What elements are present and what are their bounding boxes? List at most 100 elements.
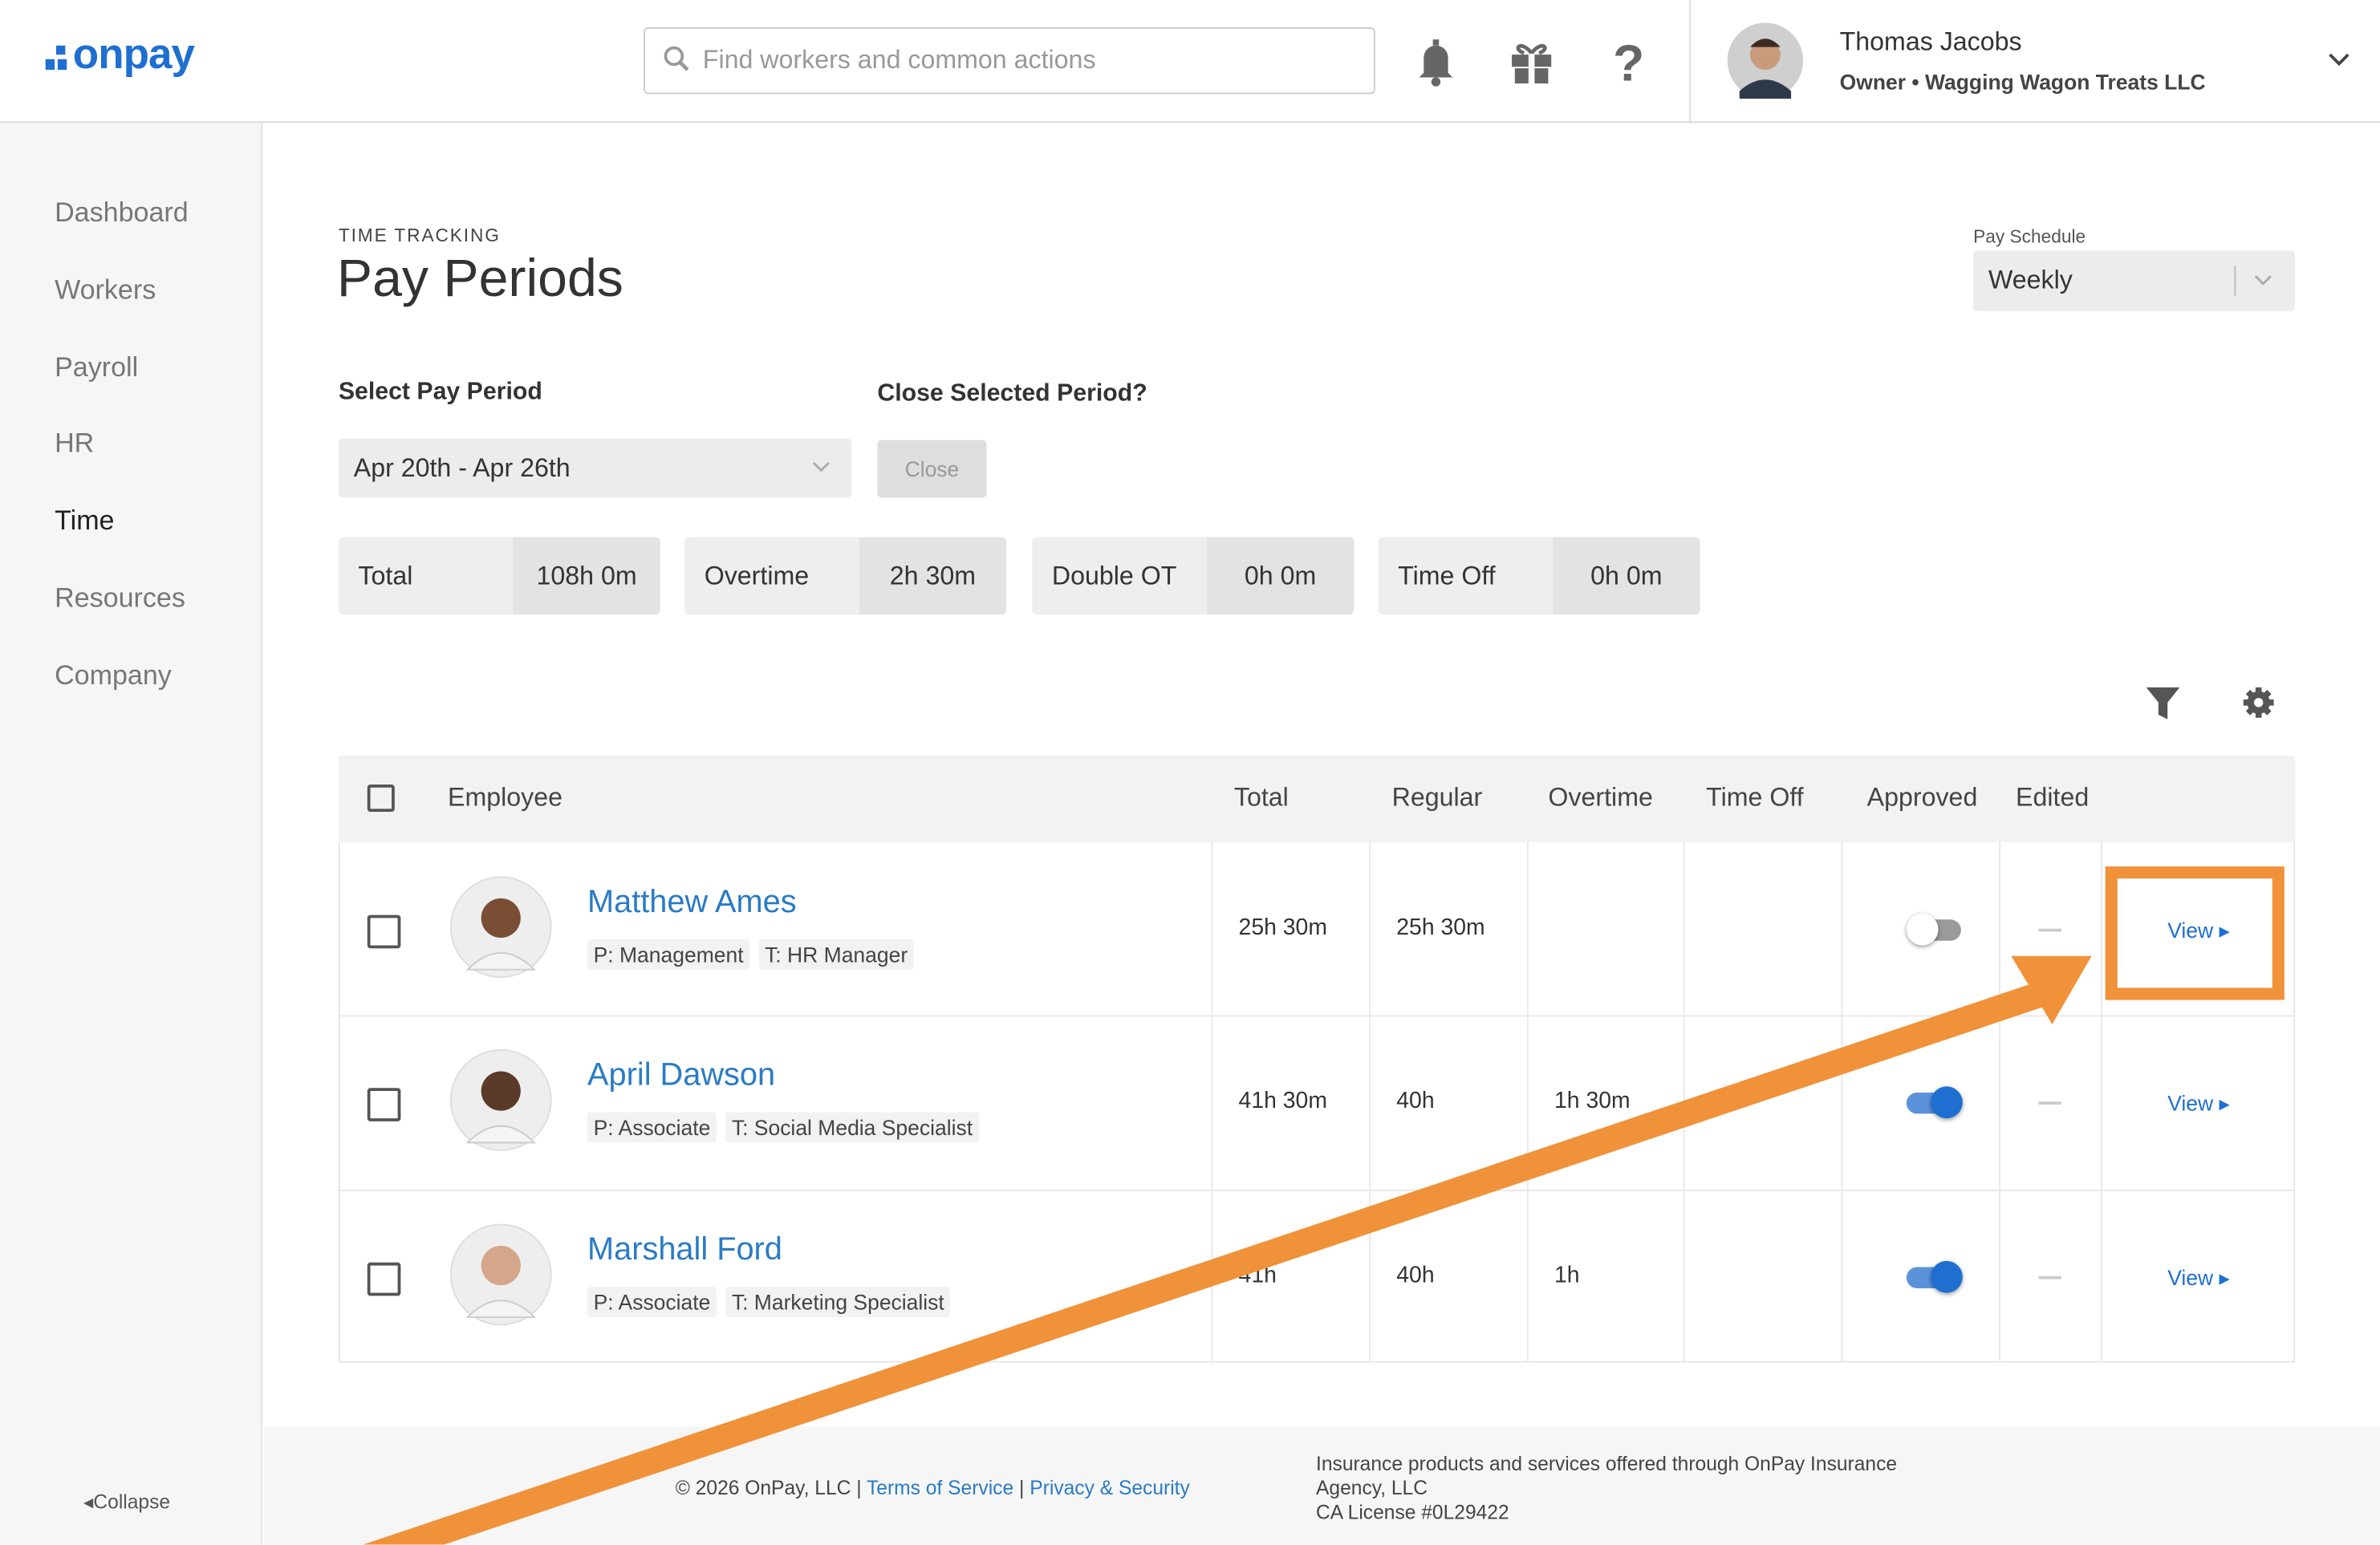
column-divider xyxy=(1841,841,1843,1363)
insurance-line: CA License #0L29422 xyxy=(1316,1500,1509,1524)
employee-tag: T: Marketing Specialist xyxy=(725,1286,951,1317)
nav-item[interactable]: Company xyxy=(55,659,172,691)
user-avatar[interactable] xyxy=(1727,22,1804,99)
column-header: Regular xyxy=(1391,783,1483,813)
select-label: Select Pay Period xyxy=(338,379,542,406)
stat-value: 108h 0m xyxy=(513,537,660,615)
stat-value: 2h 30m xyxy=(859,537,1007,615)
hours-cell: 40h xyxy=(1396,1088,1435,1114)
employee-tags: P: Management T: HR Manager xyxy=(587,939,914,970)
employee-avatar xyxy=(449,876,552,979)
employee-tag: T: HR Manager xyxy=(758,939,914,970)
hours-cell: 41h 30m xyxy=(1238,1088,1327,1114)
column-divider xyxy=(1999,841,2001,1363)
hours-cell: 25h 30m xyxy=(1396,914,1485,941)
employee-tag: P: Associate xyxy=(587,1113,717,1143)
row-checkbox[interactable] xyxy=(367,1262,401,1296)
search-placeholder: Find workers and common actions xyxy=(702,45,1096,75)
column-header: Employee xyxy=(448,783,563,813)
insurance-line: Agency, LLC xyxy=(1316,1476,1428,1499)
approved-knob[interactable] xyxy=(1931,1260,1963,1292)
pay-schedule-label: Pay Schedule xyxy=(1973,225,2086,248)
employee-tag: T: Social Media Specialist xyxy=(725,1113,979,1143)
insurance-line: Insurance products and services offered … xyxy=(1316,1452,1898,1475)
hours-cell: 1h xyxy=(1553,1262,1580,1288)
view-caret: ▸ xyxy=(2213,1091,2230,1116)
footer-links: © 2026 OnPay, LLC | Terms of Service | P… xyxy=(676,1477,1190,1499)
view-label[interactable]: View xyxy=(2167,1264,2214,1290)
employee-tags: P: Associate T: Social Media Specialist xyxy=(587,1113,979,1143)
approved-knob[interactable] xyxy=(1906,913,1939,946)
filter-icon[interactable] xyxy=(2146,687,2180,720)
logo-icon xyxy=(45,45,67,71)
copyright: © 2026 OnPay, LLC | xyxy=(675,1476,862,1499)
collapse-label[interactable]: Collapse xyxy=(93,1490,171,1513)
user-name: Thomas Jacobs xyxy=(1839,27,2022,56)
employee-name[interactable]: April Dawson xyxy=(587,1058,776,1093)
hours-cell: 41h xyxy=(1238,1262,1277,1288)
search-box[interactable] xyxy=(644,27,1375,95)
separator: | xyxy=(1019,1476,1025,1499)
header-icons: ? xyxy=(1419,36,1644,88)
settings-icon[interactable] xyxy=(2243,687,2274,718)
nav-item[interactable]: HR xyxy=(55,428,95,460)
view-label[interactable]: View xyxy=(2167,1091,2214,1116)
hours-cell: 1h 30m xyxy=(1553,1088,1631,1114)
column-header: Approved xyxy=(1866,783,1978,813)
nav-item[interactable]: Payroll xyxy=(55,351,139,382)
pay-schedule-select[interactable] xyxy=(1973,250,2296,311)
view-caret: ▸ xyxy=(2213,1264,2230,1290)
nav-item[interactable]: Dashboard xyxy=(55,197,189,228)
stat-label: Overtime xyxy=(684,537,859,615)
row-checkbox[interactable] xyxy=(367,914,401,949)
nav-item[interactable]: Workers xyxy=(55,274,156,305)
stat-value: 0h 0m xyxy=(1553,537,1700,615)
view-caret: ▸ xyxy=(2213,918,2230,943)
row-checkbox[interactable] xyxy=(367,1088,401,1122)
view-link[interactable]: View ▸ xyxy=(2167,1265,2230,1291)
view-link[interactable]: View ▸ xyxy=(2167,918,2230,943)
column-header: Total xyxy=(1233,783,1289,813)
nav-item[interactable]: Time xyxy=(55,505,115,537)
insurance-note: Insurance products and services offered … xyxy=(1316,1452,1897,1525)
employee-name[interactable]: Matthew Ames xyxy=(587,884,797,920)
nav-item[interactable]: Resources xyxy=(55,582,185,614)
edited-dash xyxy=(2038,1101,2061,1105)
employee-tag: P: Management xyxy=(587,939,750,970)
pay-period-chevron xyxy=(812,461,830,472)
column-header: Time Off xyxy=(1706,783,1804,813)
select-divider xyxy=(2234,266,2236,296)
terms-link[interactable]: Terms of Service xyxy=(867,1476,1014,1499)
collapse-button[interactable]: ◂Collapse xyxy=(83,1490,171,1513)
bell-icon[interactable] xyxy=(1419,45,1453,78)
column-header: Edited xyxy=(2016,783,2090,813)
view-link[interactable]: View ▸ xyxy=(2167,1092,2230,1117)
privacy-link[interactable]: Privacy & Security xyxy=(1030,1476,1190,1499)
employee-avatar xyxy=(449,1223,552,1325)
pay-period-select[interactable] xyxy=(338,438,852,498)
select-all-checkbox[interactable] xyxy=(367,784,395,813)
column-divider xyxy=(2100,841,2102,1363)
page-title: Pay Periods xyxy=(336,249,623,308)
stat-label: Time Off xyxy=(1378,537,1553,615)
pay-schedule-value: Weekly xyxy=(1988,266,2073,294)
employee-tags: P: Associate T: Marketing Specialist xyxy=(587,1286,951,1317)
column-divider xyxy=(1211,841,1213,1363)
stat-value: 0h 0m xyxy=(1206,537,1354,615)
employee-name[interactable]: Marshall Ford xyxy=(587,1231,782,1267)
close-button[interactable]: Close xyxy=(877,440,987,498)
employee-tag: P: Associate xyxy=(587,1286,717,1317)
hours-cell: 40h xyxy=(1396,1262,1435,1288)
column-divider xyxy=(1369,841,1371,1363)
view-label[interactable]: View xyxy=(2167,918,2214,943)
eyebrow: TIME TRACKING xyxy=(338,224,501,246)
row-divider xyxy=(338,1189,2296,1191)
stat-label: Double OT xyxy=(1032,537,1207,615)
edited-dash xyxy=(2038,1275,2061,1279)
column-divider xyxy=(1683,841,1685,1363)
user-menu-chevron[interactable] xyxy=(2327,50,2351,68)
logo[interactable]: onpay xyxy=(72,30,195,78)
help-icon[interactable]: ? xyxy=(1613,36,1644,87)
